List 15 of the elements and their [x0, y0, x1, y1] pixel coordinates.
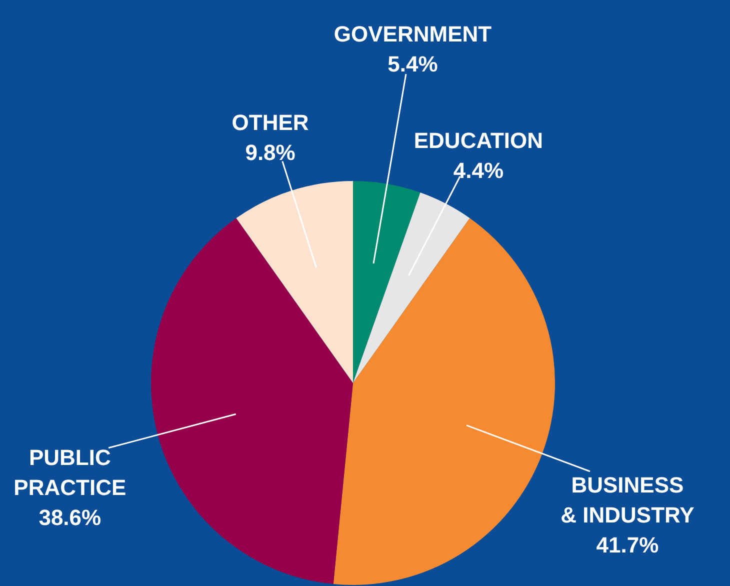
slice-label: GOVERNMENT [334, 22, 492, 47]
slice-label: PUBLIC PRACTICE [14, 445, 126, 500]
pie-slice [333, 218, 555, 585]
slice-label: EDUCATION [414, 128, 544, 153]
data-label: 4.4% [453, 158, 504, 183]
slice-label: OTHER [232, 110, 309, 136]
slice-label: BUSINESS & INDUSTRY [560, 472, 695, 528]
pie-slice [353, 181, 420, 383]
pie-slice [151, 218, 353, 584]
pie-slice [353, 192, 470, 383]
data-label: 9.8% [245, 140, 296, 166]
pie-slice [236, 181, 353, 383]
data-label: 5.4% [388, 52, 438, 77]
data-label: 38.6% [38, 505, 102, 530]
data-label: 41.7% [596, 532, 659, 558]
